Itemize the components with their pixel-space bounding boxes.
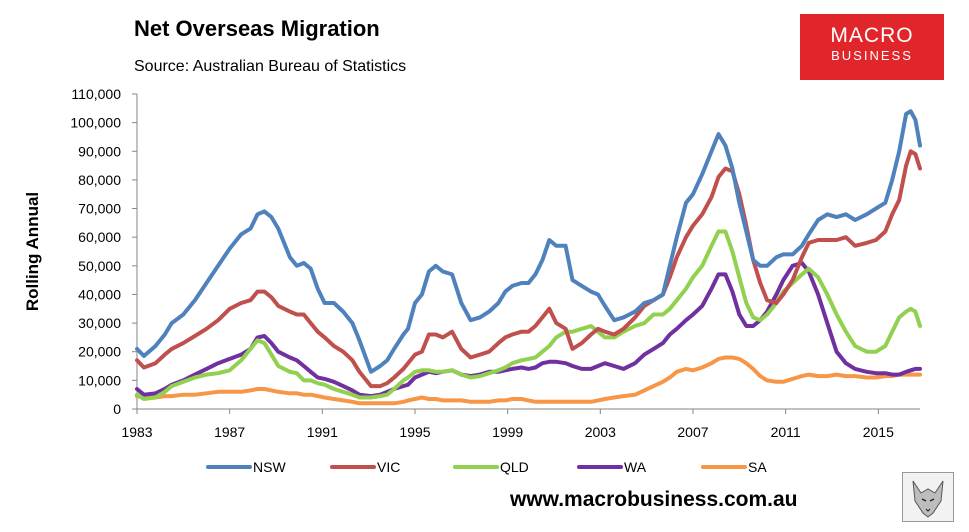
page-title: Net Overseas Migration	[134, 16, 380, 41]
legend-label-nsw: NSW	[253, 459, 286, 475]
y-tick-label: 30,000	[78, 315, 121, 331]
x-tick-label: 2003	[585, 424, 616, 440]
legend-label-vic: VIC	[377, 459, 400, 475]
x-tick-label: 1995	[399, 424, 430, 440]
legend-label-qld: QLD	[500, 459, 529, 475]
x-tick-label: 1999	[492, 424, 523, 440]
y-tick-label: 40,000	[78, 286, 121, 302]
series-line-sa	[135, 355, 922, 406]
logo-line-2: BUSINESS	[831, 48, 913, 63]
wolf-icon	[902, 472, 954, 522]
website-url[interactable]: www.macrobusiness.com.au	[510, 488, 798, 511]
source-note: Source: Australian Bureau of Statistics	[134, 58, 407, 75]
y-axis-title: Rolling Annual	[23, 192, 42, 311]
x-tick-label: 1991	[307, 424, 338, 440]
legend-label-wa: WA	[624, 459, 647, 475]
y-tick-label: 100,000	[70, 115, 121, 131]
macrobusiness-logo[interactable]: MACRO BUSINESS	[800, 14, 944, 80]
x-tick-label: 1983	[121, 424, 152, 440]
y-tick-label: 50,000	[78, 258, 121, 274]
series-line-nsw	[135, 109, 922, 374]
y-tick-label: 90,000	[78, 143, 121, 159]
series-line-wa	[135, 261, 922, 399]
y-tick-label: 110,000	[71, 86, 121, 102]
series-line-qld	[135, 229, 922, 401]
y-tick-label: 60,000	[78, 229, 121, 245]
y-tick-label: 70,000	[78, 201, 121, 217]
logo-line-1: MACRO	[830, 24, 914, 47]
x-tick-label: 2015	[863, 424, 894, 440]
x-tick-label: 2011	[771, 424, 801, 440]
y-tick-label: 0	[113, 401, 121, 417]
x-tick-label: 2007	[677, 424, 708, 440]
y-tick-label: 10,000	[78, 372, 121, 388]
legend-label-sa: SA	[748, 459, 767, 475]
y-tick-label: 20,000	[78, 344, 121, 360]
y-tick-label: 80,000	[78, 172, 121, 188]
x-tick-label: 1987	[214, 424, 245, 440]
series-line-vic	[135, 149, 922, 389]
